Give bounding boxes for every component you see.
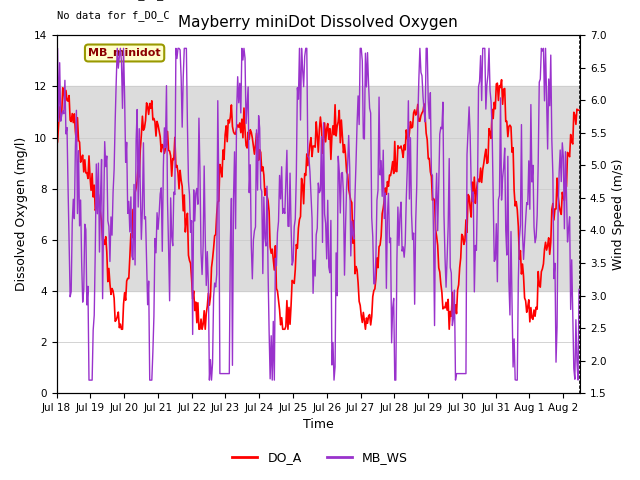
Bar <box>56 86 580 291</box>
Y-axis label: Wind Speed (m/s): Wind Speed (m/s) <box>612 158 625 270</box>
Text: MB_minidot: MB_minidot <box>88 48 161 58</box>
Title: Mayberry miniDot Dissolved Oxygen: Mayberry miniDot Dissolved Oxygen <box>179 15 458 30</box>
Y-axis label: Dissolved Oxygen (mg/l): Dissolved Oxygen (mg/l) <box>15 137 28 291</box>
X-axis label: Time: Time <box>303 419 333 432</box>
Text: No data for f_DO_C: No data for f_DO_C <box>56 10 169 21</box>
Legend: DO_A, MB_WS: DO_A, MB_WS <box>227 446 413 469</box>
